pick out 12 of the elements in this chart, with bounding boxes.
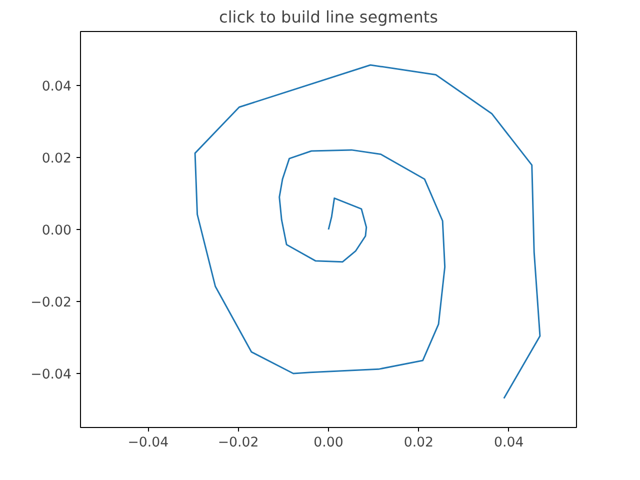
x-tick-label: 0.00 — [314, 436, 344, 450]
x-tick-label: 0.02 — [404, 436, 434, 450]
x-tick-label: −0.04 — [128, 436, 169, 450]
y-tick-label: −0.04 — [30, 368, 72, 382]
x-tick-label: −0.02 — [218, 436, 259, 450]
chart-title: click to build line segments — [219, 8, 438, 26]
y-tick-label: 0.00 — [42, 224, 72, 238]
y-tick-label: −0.02 — [30, 296, 72, 310]
y-tick-label: 0.02 — [42, 152, 72, 166]
x-tick-label: 0.04 — [494, 436, 524, 450]
y-tick-label: 0.04 — [42, 80, 72, 94]
line-series — [194, 64, 541, 400]
